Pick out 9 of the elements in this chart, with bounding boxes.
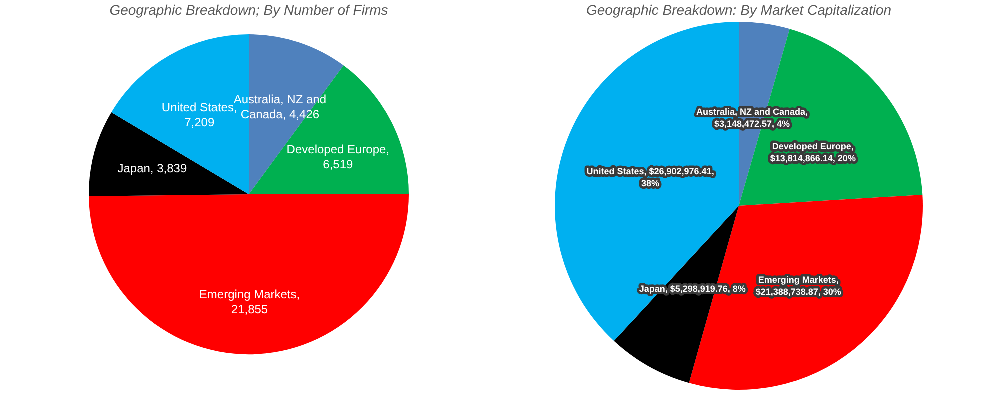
slice-label: Developed Europe, 6,519: [286, 142, 390, 172]
slice-label: Emerging Markets, $21,388,738.87, 30%: [756, 274, 842, 297]
chart-title: Geographic Breakdown: By Market Capitalization: [586, 2, 892, 18]
pie-slice: [89, 194, 409, 354]
chart-title: Geographic Breakdown; By Number of Firms: [110, 2, 388, 18]
slice-label: Japan, 3,839: [118, 162, 188, 176]
slice-label: United States, $26,902,976.41, 38%: [586, 166, 714, 188]
slice-label: Developed Europe, $13,814,866.14, 20%: [770, 142, 856, 164]
slice-label: Emerging Markets, 21,855: [199, 287, 300, 316]
